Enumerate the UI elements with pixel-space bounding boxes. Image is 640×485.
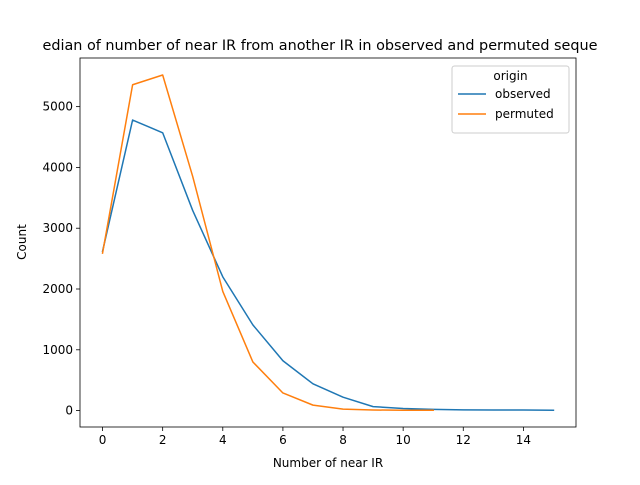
y-tick-label: 3000: [42, 221, 73, 235]
x-tick-label: 0: [99, 433, 107, 447]
series-line-permuted: [101, 74, 434, 412]
legend-label-observed: observed: [495, 87, 551, 101]
x-axis: 0 2 4 6 8 10 12 14: [99, 427, 531, 447]
x-tick-label: 12: [456, 433, 471, 447]
series-layer: [101, 74, 555, 412]
plot-area: [79, 57, 577, 428]
x-tick-label: 14: [516, 433, 531, 447]
plot-frame: [79, 57, 577, 428]
x-tick-label: 4: [219, 433, 227, 447]
legend-label-permuted: permuted: [495, 107, 554, 121]
x-tick-label: 10: [396, 433, 411, 447]
y-tick-label: 4000: [42, 160, 73, 174]
legend-title: origin: [493, 69, 527, 83]
x-axis-label: Number of near IR: [273, 456, 383, 470]
y-tick-label: 1000: [42, 343, 73, 357]
x-tick-label: 6: [279, 433, 287, 447]
series-line-observed: [101, 119, 555, 412]
y-tick-label: 0: [65, 404, 73, 418]
x-tick-label: 2: [159, 433, 167, 447]
x-tick-label: 8: [339, 433, 347, 447]
chart-title: edian of number of near IR from another …: [42, 38, 597, 54]
legend: origin observed permuted: [451, 65, 570, 134]
y-axis-label: Count: [15, 224, 29, 260]
y-tick-label: 5000: [42, 100, 73, 114]
legend-box: [451, 65, 570, 134]
y-axis: 0 1000 2000 3000 4000 5000: [42, 100, 80, 418]
y-tick-label: 2000: [42, 282, 73, 296]
